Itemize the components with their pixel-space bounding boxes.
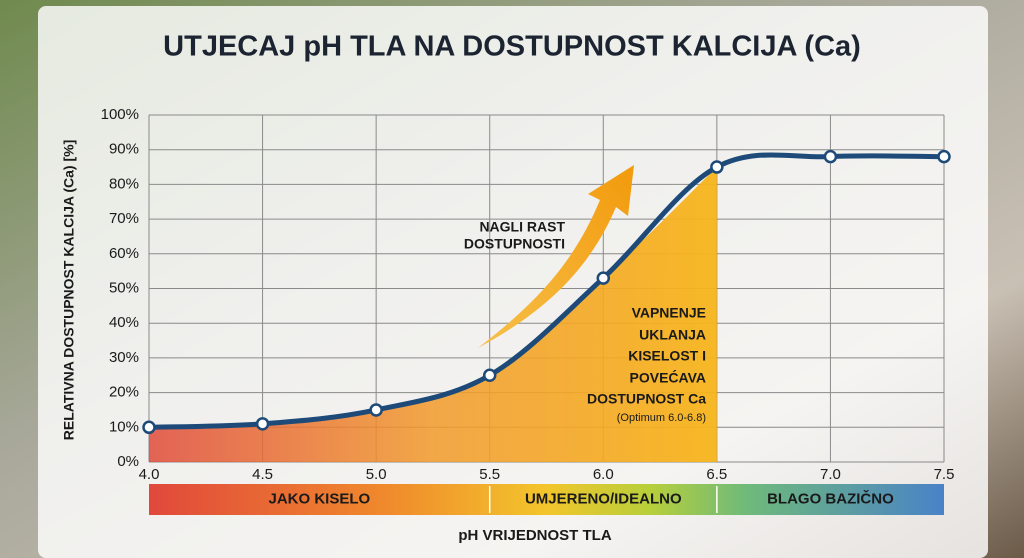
zone-label: UMJERENO/IDEALNO — [525, 490, 682, 507]
panel — [38, 6, 988, 558]
area — [149, 167, 717, 463]
x-tick-label: 6.5 — [706, 466, 727, 483]
point — [823, 149, 838, 164]
annotation: NAGLI RAST — [479, 219, 565, 235]
zones: JAKO KISELO UMJERENO/IDEALNO BLAGO BAZIČNO — [149, 484, 944, 515]
y-tick-label: 80% — [109, 175, 139, 192]
x-tick-label: 5.5 — [479, 466, 500, 483]
y-axis-label: RELATIVNA DOSTUPNOST KALCIJA (Ca) [%] — [61, 140, 77, 440]
point — [596, 271, 611, 285]
annotation-note: (Optimum 6.0-6.8) — [617, 412, 706, 424]
point — [482, 368, 497, 382]
point — [142, 420, 156, 435]
annotation: KISELOST I — [628, 348, 706, 364]
y-tick-label: 10% — [109, 418, 139, 435]
zone-label: BLAGO BAZIČNO — [767, 489, 894, 507]
line — [146, 152, 947, 430]
y-tick-label: 0% — [117, 453, 139, 470]
x-tick-label: 7.0 — [820, 466, 841, 483]
point — [710, 160, 724, 174]
y-tick-label: 60% — [109, 245, 139, 262]
plot — [142, 149, 951, 463]
point — [255, 417, 270, 431]
y-tick-label: 20% — [109, 384, 139, 401]
x-tick-label: 5.0 — [366, 466, 387, 483]
arrow — [478, 165, 634, 348]
x-tick-label: 4.0 — [139, 466, 160, 483]
y-tick-label: 50% — [109, 279, 139, 296]
y-tick-label: 40% — [109, 314, 139, 331]
chart-title: UTJECAJ pH TLA NA DOSTUPNOST KALCIJA (Ca… — [163, 31, 861, 63]
x-tick-label: 4.5 — [252, 466, 273, 483]
zone-band — [149, 484, 944, 515]
annotation: UKLANJA — [639, 327, 706, 343]
y-tick-label: 70% — [109, 210, 139, 227]
annotation: DOSTUPNOST Ca — [587, 391, 706, 407]
point — [369, 403, 383, 417]
zone-label: JAKO KISELO — [269, 490, 371, 507]
annotation: VAPNENJE — [632, 305, 706, 321]
x-tick-label: 6.0 — [593, 466, 614, 483]
y-tick-label: 100% — [101, 106, 139, 123]
point — [937, 149, 951, 164]
grid: 0% 10% 20% 30% 40% 50% 60% 70% 80% 90% 100% 4.0 4.5 5… — [101, 106, 955, 483]
y-tick-label: 30% — [109, 349, 139, 366]
x-axis-label: pH VRIJEDNOST TLA — [458, 527, 612, 544]
annotation: DOSTUPNOSTI — [464, 236, 565, 252]
x-tick-label: 7.5 — [934, 466, 955, 483]
y-tick-label: 90% — [109, 141, 139, 158]
annotation: POVEĆAVA — [630, 369, 707, 386]
